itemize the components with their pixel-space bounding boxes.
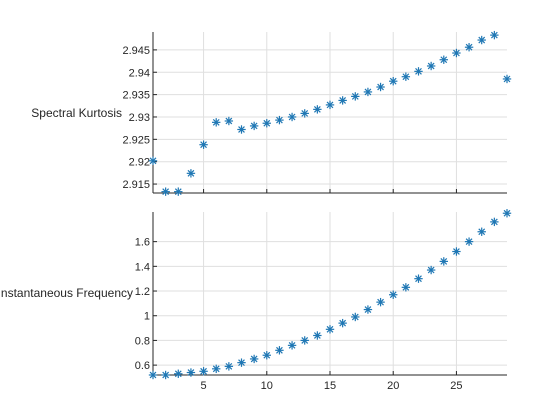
data-point (401, 283, 411, 292)
data-point (464, 237, 474, 246)
data-point (275, 346, 284, 355)
data-point (325, 100, 335, 110)
y-tick-label: 0.6 (135, 360, 150, 372)
data-point (275, 115, 284, 125)
y-tick-label: 1.6 (135, 237, 150, 249)
data-point (287, 341, 297, 350)
data-point (439, 257, 448, 266)
data-point (351, 312, 360, 322)
y-axis-label: Spectral Kurtosis (31, 106, 122, 120)
data-point (325, 325, 335, 334)
data-point (249, 354, 259, 364)
data-point (338, 96, 347, 105)
spectral-kurtosis-panel: 2.915 2.92 2.925 2.93 2.935 2.94 2.945 Spectral… (31, 30, 512, 196)
data-point (502, 74, 512, 84)
y-tick-label: 2.93 (129, 112, 150, 124)
data-point (313, 331, 322, 340)
y-tick-label: 1.2 (135, 286, 150, 298)
data-point (249, 121, 259, 131)
data-point (262, 119, 271, 128)
data-point (351, 92, 360, 101)
data-point (148, 370, 158, 380)
data-point (313, 105, 322, 114)
y-axis-label: Instantaneous Frequency (0, 286, 133, 300)
data-point (174, 369, 183, 378)
data-point (300, 109, 309, 118)
x-tick-label: 20 (387, 380, 399, 392)
data-point (401, 72, 411, 81)
data-point (452, 247, 461, 256)
data-point (224, 116, 234, 126)
data-point (490, 30, 499, 40)
data-point (389, 76, 398, 86)
data-point (414, 67, 423, 76)
data-point (224, 362, 234, 371)
data-point (186, 169, 196, 178)
data-point (452, 48, 461, 58)
data-point (287, 112, 297, 122)
y-tick-label: 2.935 (122, 90, 150, 102)
data-point (464, 43, 474, 52)
data-point (376, 82, 385, 92)
data-point (161, 370, 170, 380)
x-tick-label: 25 (450, 380, 462, 392)
data-point (199, 367, 208, 376)
y-tick-label: 0.8 (135, 335, 150, 347)
y-tick-label: 2.925 (122, 134, 150, 146)
data-point (389, 290, 398, 299)
data-point (161, 187, 170, 196)
x-tick-label: 15 (324, 380, 336, 392)
data-point (186, 368, 196, 377)
y-tick-label: 2.915 (122, 179, 150, 191)
data-point (490, 217, 499, 227)
x-tick-label: 5 (201, 380, 207, 392)
data-point (212, 118, 221, 127)
data-point (426, 265, 436, 275)
data-point (148, 156, 158, 165)
data-point (363, 305, 373, 314)
data-point (237, 125, 246, 134)
data-point (338, 318, 347, 328)
data-point (477, 35, 486, 45)
instantaneous-frequency-panel: 0.6 0.8 1 1.2 1.4 1.6 5 10 15 20 25 Instantaneous F… (0, 209, 512, 392)
data-point (174, 187, 183, 196)
data-point (477, 227, 486, 236)
data-point (439, 55, 448, 64)
y-tick-label: 1 (144, 311, 150, 323)
data-point (363, 87, 373, 97)
data-point (376, 297, 385, 307)
x-tick-label: 10 (261, 380, 273, 392)
data-point (237, 358, 246, 367)
y-tick-label: 2.945 (122, 45, 150, 57)
data-point (199, 140, 208, 149)
data-point (426, 61, 436, 71)
data-point (300, 336, 309, 345)
y-tick-label: 2.94 (129, 67, 150, 79)
y-tick-label: 1.4 (135, 261, 150, 273)
data-point (414, 274, 423, 283)
data-point (502, 209, 512, 218)
data-point (262, 351, 271, 360)
data-point (212, 364, 221, 374)
y-tick-label: 2.92 (129, 157, 150, 169)
